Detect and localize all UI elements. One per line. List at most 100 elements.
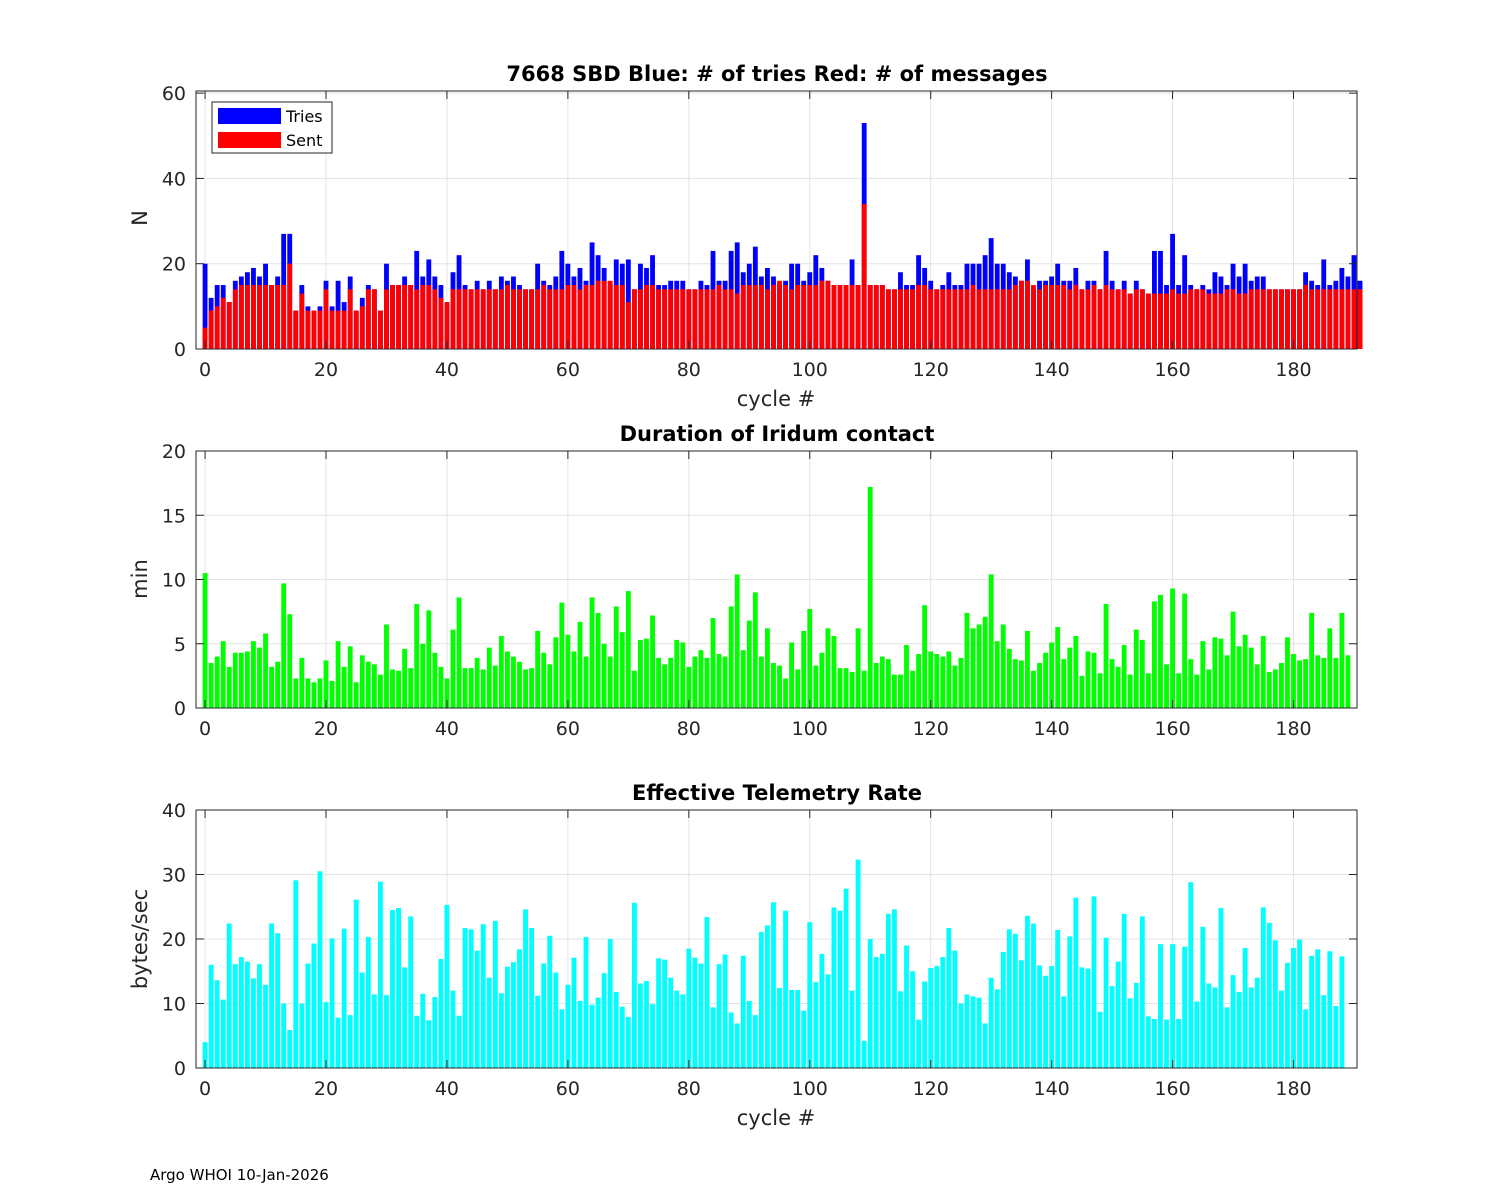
panel-duration-bar-duration xyxy=(1152,601,1157,708)
panel-duration-bar-duration xyxy=(1297,660,1302,708)
panel-rate-bar-rate xyxy=(1188,882,1194,1068)
panel-tries-sent-bar-sent xyxy=(898,289,903,349)
panel-duration-bar-duration xyxy=(638,639,643,708)
panel-tries-sent-bar-sent xyxy=(1055,285,1061,349)
panel-duration-bar-duration xyxy=(595,612,601,708)
panel-duration-bar-duration xyxy=(879,656,885,708)
panel-rate-bar-rate xyxy=(940,957,946,1068)
panel-rate-bar-rate xyxy=(813,982,819,1068)
panel-duration-bar-duration xyxy=(1079,675,1085,709)
panel-rate-bar-rate xyxy=(1236,991,1242,1068)
panel-duration-bar-duration xyxy=(414,603,420,708)
panel-duration-bar-duration xyxy=(994,641,1000,708)
panel-duration-bar-duration xyxy=(1103,603,1109,708)
panel-rate-ytick-label: 0 xyxy=(174,1058,186,1080)
panel-duration-xtick-label: 140 xyxy=(1034,718,1070,740)
panel-rate-bar-rate xyxy=(807,922,813,1068)
panel-rate-bar-rate xyxy=(335,1017,341,1068)
panel-rate-bar-rate xyxy=(269,923,275,1068)
panel-rate-bar-rate xyxy=(577,1000,583,1068)
panel-duration-bar-duration xyxy=(281,583,287,708)
panel-tries-sent-bar-sent xyxy=(426,285,432,349)
panel-tries-sent-bar-sent xyxy=(656,289,662,349)
panel-duration-bar-duration xyxy=(783,678,788,708)
panel-duration-bar-duration xyxy=(444,678,450,708)
panel-duration-bar-duration xyxy=(885,659,891,708)
panel-tries-sent-bar-sent xyxy=(571,285,577,349)
panel-tries-sent-bar-sent xyxy=(916,285,922,349)
panel-rate-bar-rate xyxy=(1212,987,1218,1069)
panel-duration-bar-duration xyxy=(317,678,323,708)
panel-tries-sent-bar-sent xyxy=(323,289,329,349)
panel-tries-sent-bar-sent xyxy=(1333,289,1339,349)
panel-rate-bar-rate xyxy=(904,945,909,1068)
panel-rate-bar-rate xyxy=(414,1015,420,1068)
panel-rate-bar-rate xyxy=(480,924,486,1068)
panel-rate-bar-rate xyxy=(1206,983,1212,1068)
panel-rate-bar-rate xyxy=(982,1023,988,1068)
panel-tries-sent-ytick-label: 0 xyxy=(174,339,186,361)
panel-rate-bar-rate xyxy=(1170,944,1175,1068)
panel-tries-sent-bar-sent xyxy=(686,289,692,349)
panel-tries-sent-bar-sent xyxy=(1206,293,1212,349)
panel-tries-sent-bar-sent xyxy=(1309,289,1315,349)
panel-rate-bar-rate xyxy=(1031,923,1036,1068)
panel-tries-sent-y-ticks: 0 20 40 60 xyxy=(162,83,1357,361)
panel-rate-bar-rate xyxy=(1254,977,1260,1068)
panel-duration-bar-duration xyxy=(226,666,232,708)
panel-duration-bar-duration xyxy=(752,592,758,708)
panel-duration-xtick-label: 160 xyxy=(1154,718,1190,740)
panel-rate-bar-rate xyxy=(257,964,262,1068)
panel-tries-sent-bar-sent xyxy=(1200,289,1206,349)
panel-rate-xtick-label: 120 xyxy=(913,1078,949,1100)
panel-duration-bar-duration xyxy=(202,573,208,708)
panel-rate-xtick-label: 160 xyxy=(1154,1078,1190,1100)
panel-tries-sent-bar-sent xyxy=(644,285,649,349)
panel-duration-bar-duration xyxy=(789,642,795,708)
panel-duration-bar-duration xyxy=(644,638,649,708)
panel-tries-sent-bar-sent xyxy=(293,310,299,349)
panel-duration-bar-duration xyxy=(1230,611,1236,709)
panel-tries-sent-bar-sent xyxy=(1115,289,1121,349)
panel-tries-sent-bar-sent xyxy=(843,285,849,349)
panel-tries-sent-bar-sent xyxy=(1297,289,1302,349)
panel-duration-ytick-label: 0 xyxy=(174,698,186,720)
panel-duration-bar-duration xyxy=(547,664,553,708)
panel-duration-bar-duration xyxy=(1182,593,1188,708)
panel-tries-sent-bar-sent xyxy=(879,285,885,349)
panel-duration-bar-duration xyxy=(251,641,256,708)
panel-duration-bar-duration xyxy=(625,591,631,708)
panel-rate-bar-rate xyxy=(371,994,377,1068)
panel-rate-bar-rate xyxy=(1182,946,1188,1068)
panel-tries-sent-bar-sent xyxy=(529,289,535,349)
panel-tries-sent-bar-sent xyxy=(498,289,504,349)
panel-rate-xtick-label: 80 xyxy=(677,1078,701,1100)
panel-rate-bar-rate xyxy=(1321,995,1327,1068)
panel-duration-bar-duration xyxy=(928,651,934,708)
panel-rate-bar-rate xyxy=(1127,998,1133,1068)
panel-rate-bar-rate xyxy=(1315,949,1321,1068)
panel-duration-bar-duration xyxy=(492,665,498,708)
panel-tries-sent-bar-sent xyxy=(940,289,946,349)
panel-tries-sent-bar-sent xyxy=(1031,285,1036,349)
panel-duration-bar-duration xyxy=(734,574,740,708)
panel-rate-bar-rate xyxy=(674,990,680,1068)
panel-rate-bar-rate xyxy=(353,899,359,1068)
panel-duration-bar-duration xyxy=(1266,672,1272,708)
panel-rate-bar-rate xyxy=(251,978,256,1068)
panel-tries-sent-bar-sent xyxy=(305,310,311,349)
panel-tries-sent-bar-sent xyxy=(232,289,238,349)
panel-tries-sent-bar-sent xyxy=(668,289,674,349)
panel-duration-bar-duration xyxy=(474,657,480,708)
panel-duration-bar-duration xyxy=(323,660,329,708)
panel-tries-sent-bar-sent xyxy=(885,289,891,349)
panel-duration-bar-duration xyxy=(257,647,262,708)
panel-rate-bar-rate xyxy=(456,1015,462,1068)
panel-rate-bar-rate xyxy=(631,902,637,1068)
panel-tries-sent-bar-sent xyxy=(625,302,631,349)
panel-rate-bar-rate xyxy=(1109,986,1115,1068)
panel-duration-bar-duration xyxy=(898,674,903,708)
panel-rate-bar-rate xyxy=(994,989,1000,1068)
panel-duration-bar-duration xyxy=(656,657,662,708)
panel-rate-bar-rate xyxy=(438,959,444,1068)
